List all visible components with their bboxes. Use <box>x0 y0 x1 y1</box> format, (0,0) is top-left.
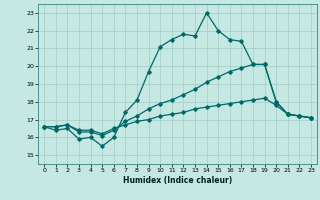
X-axis label: Humidex (Indice chaleur): Humidex (Indice chaleur) <box>123 176 232 185</box>
